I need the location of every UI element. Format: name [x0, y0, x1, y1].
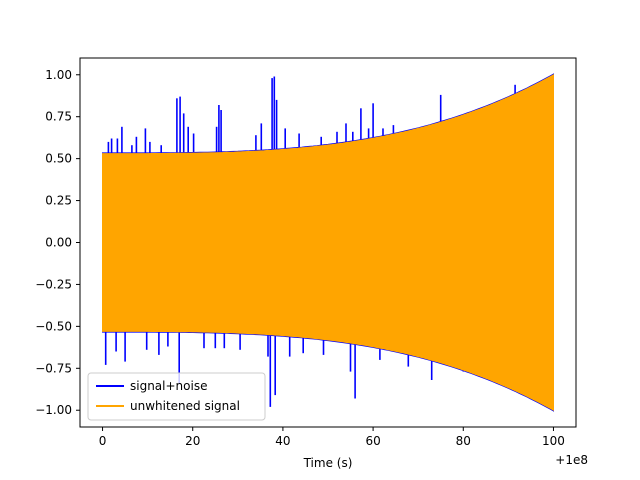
- plot-area: [102, 73, 554, 412]
- y-tick-label-5: 0.25: [45, 194, 72, 208]
- x-axis-label: Time (s): [303, 456, 353, 470]
- unwhitened-signal-band: [102, 73, 554, 412]
- y-tick-label-6: 0.50: [45, 152, 72, 166]
- legend-box: [87, 372, 266, 421]
- y-tick-label-4: 0.00: [45, 236, 72, 250]
- x-tick-label-3: 60: [365, 434, 380, 448]
- x-tick-label-0: 0: [99, 434, 107, 448]
- series-unwhitened-signal: [102, 73, 554, 412]
- x-tick-label-2: 40: [275, 434, 290, 448]
- y-tick-label-0: −1.00: [35, 403, 72, 417]
- y-tick-label-2: −0.50: [35, 319, 72, 333]
- y-tick-label-7: 0.75: [45, 110, 72, 124]
- x-tick-label-1: 20: [185, 434, 200, 448]
- y-tick-label-8: 1.00: [45, 68, 72, 82]
- y-tick-label-3: −0.25: [35, 277, 72, 291]
- legend: signal+noise unwhitened signal: [87, 372, 266, 421]
- x-tick-label-4: 80: [456, 434, 471, 448]
- legend-label-1: unwhitened signal: [130, 399, 240, 413]
- axes: 0 20 40 60 80 100 −1.00 −0.75 −0.50 −0.25 0.00 0.25…: [35, 57, 577, 448]
- legend-label-0: signal+noise: [130, 379, 207, 393]
- x-axis-offset-label: +1e8: [555, 453, 588, 467]
- y-tick-label-1: −0.75: [35, 361, 72, 375]
- x-tick-label-5: 100: [542, 434, 565, 448]
